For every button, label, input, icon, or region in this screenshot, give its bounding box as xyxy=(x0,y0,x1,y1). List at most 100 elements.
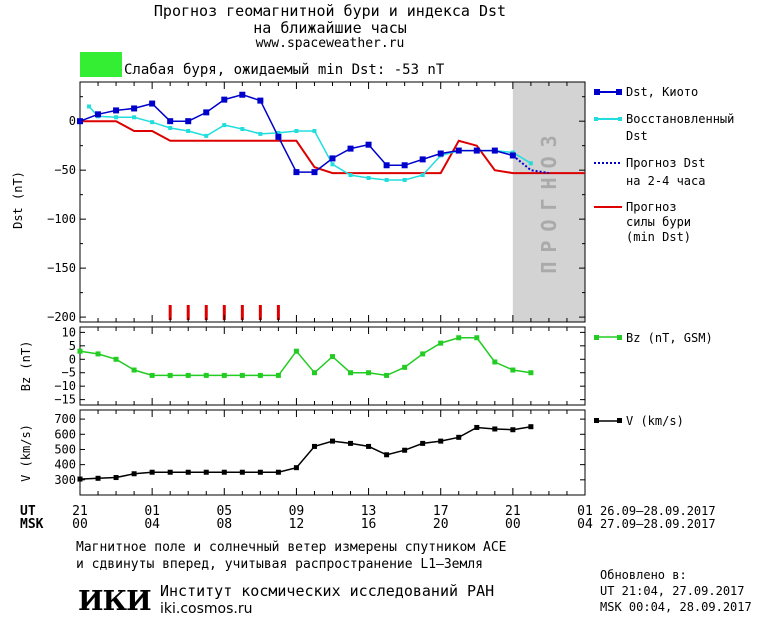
kyoto-dst-point xyxy=(167,118,174,125)
v-point xyxy=(203,469,209,475)
website-link[interactable]: www.spaceweather.ru xyxy=(255,36,405,51)
v-point xyxy=(528,424,534,430)
legend-restored-2: Dst xyxy=(626,129,648,143)
bz-point xyxy=(149,372,155,378)
kyoto-dst-point xyxy=(131,105,138,112)
v-point xyxy=(275,469,281,475)
bz-ytick-label: −5 xyxy=(62,366,76,380)
v-point xyxy=(95,475,101,481)
dst-ytick-label: −150 xyxy=(47,261,76,275)
dst-ytick-label: −100 xyxy=(47,212,76,226)
v-line xyxy=(79,425,532,480)
bz-point xyxy=(311,370,317,376)
measurement-note-1: Магнитное поле и солнечный ветер измерен… xyxy=(76,540,507,555)
bz-point xyxy=(420,351,426,357)
legend-storm-3: (min Dst) xyxy=(626,230,691,244)
kyoto-dst-point xyxy=(293,169,300,176)
ut-tick-label: 01 xyxy=(577,504,593,519)
restored-dst-point xyxy=(294,128,299,133)
legend-dst: Dst, Киото xyxy=(626,85,698,99)
ut-axis-label: UT xyxy=(20,504,36,519)
legend-bz: Bz (nT, GSM) xyxy=(626,331,713,345)
bz-point xyxy=(203,372,209,378)
v-point xyxy=(131,471,137,477)
bz-point xyxy=(366,370,372,376)
kyoto-dst-point xyxy=(383,162,390,169)
ut-tick-label: 13 xyxy=(361,504,377,519)
bz-point xyxy=(221,372,227,378)
bz-ytick-label: 0 xyxy=(69,352,76,366)
ut-tick-label: 17 xyxy=(433,504,449,519)
v-point xyxy=(239,469,245,475)
bz-point xyxy=(438,340,444,346)
restored-dst-point xyxy=(87,104,92,109)
kyoto-dst-point xyxy=(437,150,444,157)
v-ylabel: V (km/s) xyxy=(19,424,33,482)
kyoto-dst-point xyxy=(221,96,228,103)
legend-v-marker xyxy=(617,418,622,423)
legend-bz-marker xyxy=(617,335,622,340)
bz-point xyxy=(330,354,335,360)
bz-point xyxy=(257,372,263,378)
bz-point xyxy=(95,351,101,357)
restored-dst-point xyxy=(168,126,173,131)
v-point xyxy=(149,469,155,475)
bz-line xyxy=(79,337,532,377)
v-point xyxy=(311,443,317,449)
kyoto-dst-point xyxy=(365,141,372,148)
bz-point xyxy=(167,372,173,378)
v-point xyxy=(257,469,263,475)
msk-tick-label: 00 xyxy=(72,517,88,532)
ut-tick-label: 05 xyxy=(216,504,232,519)
kyoto-dst-point xyxy=(149,100,156,107)
restored-dst-point xyxy=(402,177,407,182)
measurement-note-2: и сдвинуты вперед, учитывая распростране… xyxy=(76,557,483,572)
v-point xyxy=(420,440,426,446)
kyoto-dst-point xyxy=(473,147,480,154)
kyoto-dst-point xyxy=(329,155,336,162)
msk-tick-label: 08 xyxy=(216,517,232,532)
ut-tick-label: 09 xyxy=(289,504,305,519)
v-point xyxy=(492,426,498,432)
v-ytick-label: 300 xyxy=(54,473,76,487)
v-point xyxy=(510,427,516,433)
bz-point xyxy=(131,367,137,373)
kyoto-dst-point xyxy=(257,97,264,104)
msk-tick-label: 12 xyxy=(289,517,305,532)
v-point xyxy=(366,443,372,449)
legend-storm: Прогноз xyxy=(626,200,677,214)
bz-point xyxy=(402,364,408,370)
kyoto-dst-point xyxy=(419,156,426,163)
restored-dst-point xyxy=(528,161,533,166)
dst-ytick-label: 0 xyxy=(69,114,76,128)
legend-dst-marker xyxy=(616,89,622,95)
bz-ytick-label: −15 xyxy=(54,393,76,407)
kyoto-dst-point xyxy=(185,118,192,125)
kyoto-dst-point xyxy=(509,152,516,159)
institute-site-link[interactable]: iki.cosmos.ru xyxy=(160,601,253,617)
bz-point xyxy=(492,359,498,365)
msk-tick-label: 04 xyxy=(144,517,160,532)
ut-tick-label: 01 xyxy=(144,504,160,519)
v-ytick-label: 500 xyxy=(54,442,76,456)
msk-axis-label: MSK xyxy=(20,517,44,532)
iki-logo: ИКИ xyxy=(78,586,152,617)
restored-dst-point xyxy=(276,130,281,135)
kyoto-dst-point xyxy=(401,162,408,169)
restored-dst-point xyxy=(132,115,137,120)
kyoto-dst-point xyxy=(347,145,354,152)
restored-dst-point xyxy=(420,173,425,178)
bz-ytick-label: 10 xyxy=(62,325,76,339)
msk-tick-label: 00 xyxy=(505,517,521,532)
restored-dst-point xyxy=(186,128,191,133)
bz-ytick-label: −10 xyxy=(54,379,76,393)
restored-dst-point xyxy=(114,115,119,120)
updated-ut: UT 21:04, 27.09.2017 xyxy=(600,584,745,598)
bz-point xyxy=(528,370,534,376)
restored-dst-point xyxy=(204,133,209,138)
msk-tick-label: 16 xyxy=(361,517,377,532)
restored-dst-point xyxy=(258,131,263,136)
v-point xyxy=(438,438,444,444)
